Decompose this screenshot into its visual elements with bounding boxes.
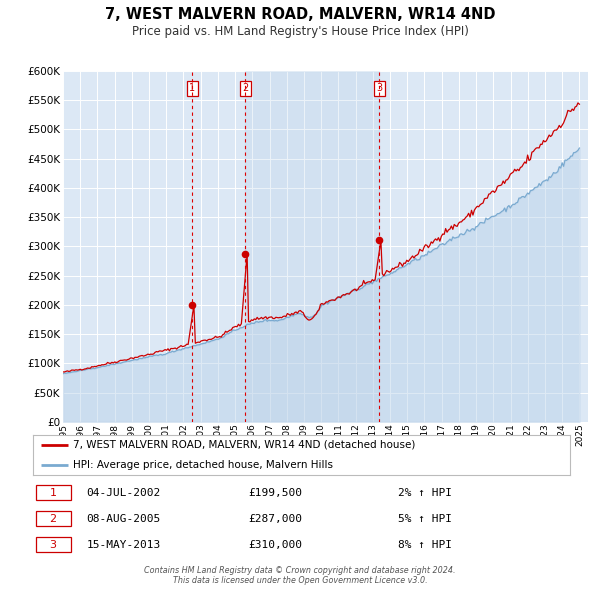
FancyBboxPatch shape xyxy=(35,485,71,500)
Text: 1: 1 xyxy=(189,83,196,93)
Text: 3: 3 xyxy=(50,540,56,549)
Text: £310,000: £310,000 xyxy=(248,540,302,549)
Text: 7, WEST MALVERN ROAD, MALVERN, WR14 4ND: 7, WEST MALVERN ROAD, MALVERN, WR14 4ND xyxy=(105,7,495,22)
Text: Price paid vs. HM Land Registry's House Price Index (HPI): Price paid vs. HM Land Registry's House … xyxy=(131,25,469,38)
Text: HPI: Average price, detached house, Malvern Hills: HPI: Average price, detached house, Malv… xyxy=(73,460,333,470)
FancyBboxPatch shape xyxy=(35,511,71,526)
Text: £287,000: £287,000 xyxy=(248,514,302,523)
Text: 7, WEST MALVERN ROAD, MALVERN, WR14 4ND (detached house): 7, WEST MALVERN ROAD, MALVERN, WR14 4ND … xyxy=(73,440,416,450)
Text: 15-MAY-2013: 15-MAY-2013 xyxy=(87,540,161,549)
Text: £199,500: £199,500 xyxy=(248,488,302,497)
Text: 3: 3 xyxy=(376,83,382,93)
Text: Contains HM Land Registry data © Crown copyright and database right 2024.
This d: Contains HM Land Registry data © Crown c… xyxy=(144,566,456,585)
FancyBboxPatch shape xyxy=(35,537,71,552)
Text: 04-JUL-2002: 04-JUL-2002 xyxy=(87,488,161,497)
Bar xyxy=(245,71,379,422)
Text: 2: 2 xyxy=(50,514,57,523)
Text: 2: 2 xyxy=(242,83,248,93)
Text: 5% ↑ HPI: 5% ↑ HPI xyxy=(398,514,452,523)
Text: 08-AUG-2005: 08-AUG-2005 xyxy=(87,514,161,523)
Text: 8% ↑ HPI: 8% ↑ HPI xyxy=(398,540,452,549)
Text: 2% ↑ HPI: 2% ↑ HPI xyxy=(398,488,452,497)
Text: 1: 1 xyxy=(50,488,56,497)
